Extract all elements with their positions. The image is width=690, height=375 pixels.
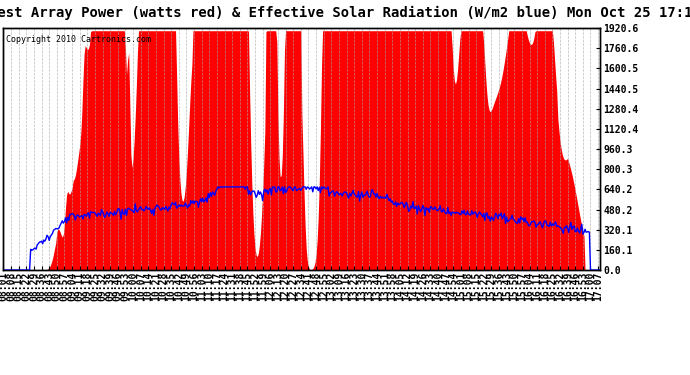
Text: Copyright 2010 Cartronics.com: Copyright 2010 Cartronics.com xyxy=(6,35,151,44)
Text: West Array Power (watts red) & Effective Solar Radiation (W/m2 blue) Mon Oct 25 : West Array Power (watts red) & Effective… xyxy=(0,6,690,20)
